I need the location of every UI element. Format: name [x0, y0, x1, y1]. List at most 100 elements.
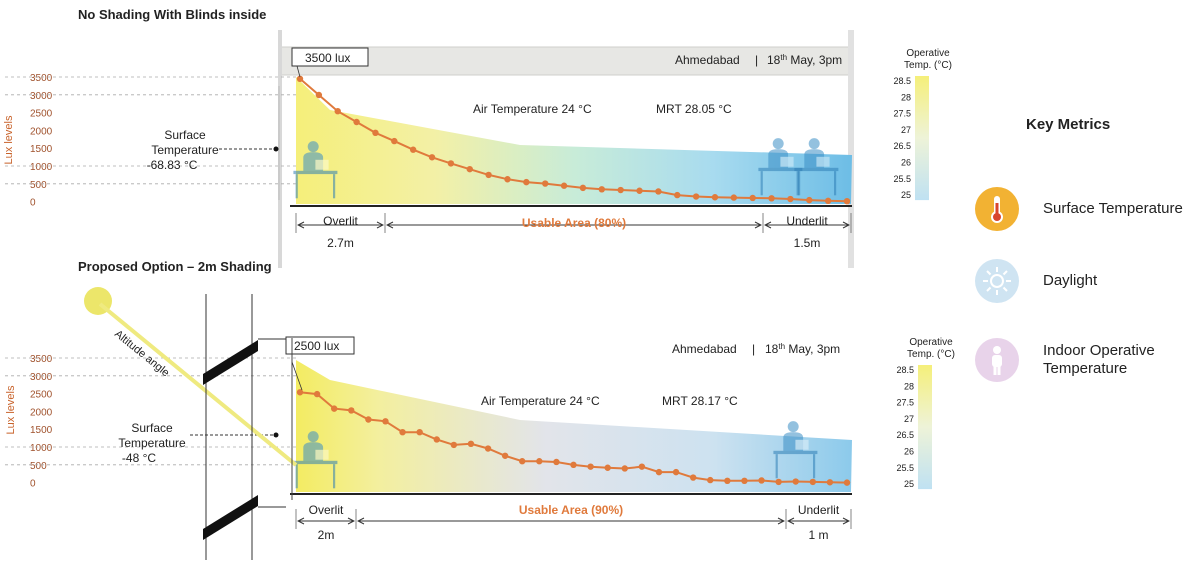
zone-label-underlit: Underlit: [798, 503, 840, 517]
lux-point: [741, 477, 748, 485]
lux-point: [843, 479, 851, 486]
lux-point: [372, 129, 379, 136]
y-tick-label: 1000: [30, 443, 53, 454]
legend-tick-label: 28.5: [896, 365, 914, 375]
legend-tick-label: 26.5: [896, 430, 914, 440]
lux-point: [674, 191, 681, 199]
header-separator: |: [752, 342, 755, 356]
key-metrics-title: Key Metrics: [1026, 116, 1111, 133]
legend-tick-label: 27.5: [893, 109, 911, 119]
surface-temperature-label: Temperature: [151, 143, 219, 157]
zone-dimension-overlit: 2m: [318, 528, 335, 542]
y-tick-label: 500: [30, 180, 47, 191]
desk-top: [293, 170, 338, 175]
y-tick-label: 2000: [30, 126, 53, 137]
y-tick-label: 0: [30, 479, 36, 490]
occupant-desk: [293, 141, 338, 199]
legend-tick-label: 25.5: [896, 463, 914, 473]
lux-point: [467, 440, 475, 448]
key-metric-label: Surface Temperature: [1043, 200, 1183, 217]
y-tick-label: 1500: [30, 144, 53, 155]
lux-point: [504, 176, 511, 183]
desk-leg: [798, 171, 801, 196]
lux-box-label: 2500 lux: [294, 339, 339, 353]
desk-leg: [796, 171, 799, 196]
lux-point: [598, 186, 605, 193]
lux-point: [692, 193, 700, 200]
lux-point: [450, 441, 458, 449]
lux-point: [560, 182, 568, 189]
laptop: [780, 156, 794, 167]
lux-point: [758, 477, 765, 484]
desk-leg: [333, 174, 336, 199]
lux-point: [655, 468, 663, 476]
header-separator: |: [755, 53, 758, 67]
person-body: [303, 442, 324, 463]
occupant-desk: [773, 421, 818, 479]
lux-point: [792, 478, 799, 485]
lux-point: [638, 463, 646, 470]
lux-point: [826, 479, 834, 486]
lux-point: [433, 436, 440, 443]
lux-point: [330, 405, 338, 412]
surface-temperature-value: -48 °C: [122, 451, 156, 465]
zone-label-overlit: Overlit: [323, 214, 358, 228]
key-metric-label: Indoor Operative Temperature: [1043, 342, 1155, 377]
y-tick-label: 3500: [30, 73, 53, 84]
lux-point: [730, 194, 738, 201]
lux-point: [579, 184, 587, 192]
lux-point: [617, 186, 624, 194]
surface-temperature-label: Surface: [164, 128, 206, 142]
chart-title: Proposed Option – 2m Shading: [78, 259, 272, 274]
desk-top: [773, 450, 818, 455]
lux-point: [806, 196, 813, 204]
legend-title: Operative: [906, 48, 950, 59]
laptop: [816, 156, 830, 167]
lux-point: [689, 474, 697, 481]
zone-label-usable: Usable Area (80%): [522, 216, 626, 230]
laptop: [795, 439, 809, 450]
lux-point: [348, 407, 355, 414]
y-tick-label: 0: [30, 198, 36, 209]
y-tick-label: 3000: [30, 372, 53, 383]
lux-point: [416, 429, 423, 436]
y-tick-label: 3500: [30, 354, 53, 365]
air-temperature-label: Air Temperature 24 °C: [473, 102, 592, 116]
desk-top: [794, 167, 839, 172]
lux-point: [809, 478, 817, 486]
surface-temperature-label: Temperature: [118, 436, 186, 450]
y-axis-label: Lux levels: [5, 385, 17, 434]
lux-point: [655, 188, 662, 195]
lux-point: [768, 195, 775, 202]
lux-point: [365, 416, 372, 423]
person-head: [787, 421, 799, 433]
sun-ray: [98, 302, 298, 467]
lux-point: [296, 75, 304, 83]
lux-point: [466, 165, 473, 173]
lux-point: [775, 478, 782, 486]
lux-point: [409, 146, 417, 153]
legend-color-bar: [918, 365, 932, 490]
legend-tick-label: 27.5: [896, 398, 914, 408]
zone-dimension-overlit: 2.7m: [327, 236, 354, 250]
legend-tick-label: 26: [901, 158, 911, 168]
legend-color-bar: [915, 76, 929, 201]
y-tick-label: 2000: [30, 407, 53, 418]
surface-temperature-dot: [273, 432, 279, 438]
legend-tick-label: 28: [901, 92, 911, 102]
occupant-desk: [758, 138, 803, 196]
shading-fin-bottom: [203, 495, 258, 540]
lux-point: [587, 463, 594, 470]
desk-leg: [295, 464, 298, 489]
lux-point: [523, 178, 530, 186]
legend-tick-label: 25: [901, 190, 911, 200]
zone-label-underlit: Underlit: [786, 214, 828, 228]
shading-fin-top: [203, 340, 258, 385]
y-axis-label: Lux levels: [3, 115, 15, 164]
desk-leg: [760, 171, 763, 196]
mrt-label: MRT 28.17 °C: [662, 394, 738, 408]
legend-title: Operative: [909, 337, 953, 348]
key-metric-operative-temperature: Indoor Operative Temperature: [975, 338, 1183, 382]
surface-temperature-value: -68.83 °C: [147, 158, 198, 172]
